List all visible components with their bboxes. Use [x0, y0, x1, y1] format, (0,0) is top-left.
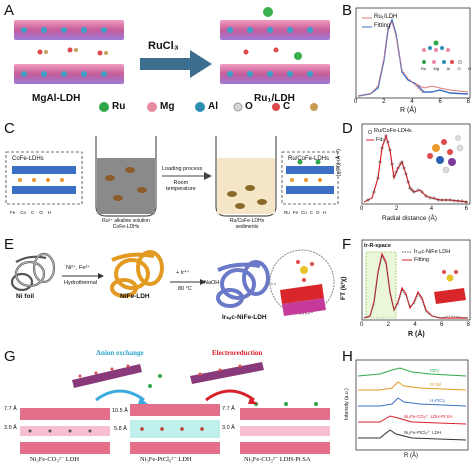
- structure-2: [130, 404, 220, 454]
- panel-b-chart: [355, 7, 471, 99]
- panel-label-d: D: [342, 120, 353, 137]
- panel-g-spacing-4: 5.8 Å: [114, 426, 127, 432]
- structure-3: [240, 402, 330, 454]
- panel-c-legend-left: Fe Co C O H: [10, 210, 52, 215]
- panel-f-title: Ir-R-space: [364, 243, 391, 249]
- panel-g-electro: Electroreduction: [212, 349, 263, 357]
- panel-label-e: E: [4, 236, 15, 253]
- panel-e-arrow1-top: Ni²⁺, Fe³⁺: [66, 265, 91, 271]
- panel-f-xlabel: R (Å): [408, 331, 425, 338]
- panel-c-left-box: CoFe-LDHs: [12, 156, 44, 162]
- rucl3-arrow: [140, 50, 212, 78]
- panel-c-right-box: Ru/CoFe-LDHs: [288, 156, 330, 162]
- legend-ru: Ru: [112, 101, 126, 112]
- panel-g-caption-2: Ni₃Fe-PtCl₆²⁻ LDH: [140, 456, 192, 463]
- panel-g-anion: Anion exchange: [96, 349, 144, 357]
- structure-1: [20, 408, 110, 454]
- panel-c-beaker1: Ru³⁺ alkaline solution CoFe-LDHs: [102, 218, 150, 230]
- panel-e-label3: Irₛₐᴄ-NiFe-LDH: [222, 314, 267, 321]
- panel-e-arrow2-top: + Ir⁴⁺: [176, 270, 190, 276]
- panel-g-figure: [20, 362, 330, 454]
- panel-g-spacing-1: 7.7 Å: [4, 406, 17, 412]
- panel-h-chart: [355, 359, 469, 451]
- panel-b-xlabel: R (Å): [400, 107, 417, 114]
- panel-g-spacing-2: 3.0 Å: [4, 425, 17, 431]
- panel-a-figure: [14, 7, 330, 112]
- panel-label-b: B: [342, 2, 353, 19]
- panel-e-arrow3: NaOH: [204, 280, 220, 286]
- panel-c-figure: [5, 136, 339, 217]
- panel-f-legend-2: Fitting: [414, 257, 429, 263]
- panel-a-arrow-label: RuCl₃: [148, 40, 179, 52]
- mgal-ldh-layers: [14, 20, 124, 84]
- panel-b-inset-legend: Ru Mg Al O H: [421, 66, 471, 71]
- panel-d-legend-2: Fit: [376, 137, 383, 143]
- panel-g-caption-3: Ni₃Fe-CO₃²⁻ LDH-Pt SA: [244, 456, 311, 463]
- panel-d-xlabel: Radial distance (Å): [382, 215, 437, 222]
- panel-c-beaker2: Ru/CoFe-LDHs sediments: [229, 218, 265, 230]
- panel-g-spacing-5: 7.7 Å: [222, 406, 235, 412]
- panel-e-label2: NiFe-LDH: [120, 293, 150, 300]
- panel-d-legend-1: Ru/CoFe-LDHs: [374, 128, 412, 134]
- panel-b-legend-1: Ru₁/LDH: [374, 14, 398, 20]
- panel-label-f: F: [342, 236, 352, 253]
- panel-g-caption-1: Ni₃Fe-CO₃²⁻ LDH: [30, 456, 80, 463]
- legend-al: Al: [208, 101, 218, 112]
- panel-g-spacing-6: 3.0 Å: [222, 425, 235, 431]
- panel-f-ylabel: FT (k²χ): [340, 276, 347, 300]
- panel-label-c: C: [4, 120, 15, 137]
- panel-c-process: Loading process: [162, 166, 203, 172]
- panel-b-legend-2: Fitting: [374, 23, 391, 29]
- legend-mg: Mg: [160, 101, 175, 112]
- legend-c: C: [283, 101, 291, 112]
- panel-g-spacing-3: 10.5 Å: [112, 408, 128, 414]
- panel-e-figure: [10, 249, 335, 316]
- panel-c-legend-right: Ru Fe Co C O H: [284, 210, 326, 215]
- panel-e-arrow2-bot: 80 °C: [178, 286, 192, 292]
- panel-h-series-1: PtO₂: [430, 368, 440, 373]
- panel-label-g: G: [4, 348, 16, 365]
- panel-label-a: A: [4, 2, 15, 19]
- panel-e-label1: Ni foil: [16, 293, 35, 300]
- panel-d-ylabel: |χ(R)| (Å⁻³): [336, 149, 342, 176]
- panel-c-process2: Room temperature: [166, 180, 196, 192]
- panel-f-chart: [361, 239, 471, 321]
- panel-h-xlabel: R (Å): [404, 453, 418, 459]
- panel-d-chart: [361, 123, 471, 205]
- panel-f-legend-1: Irₛₐᴄ-NiFe LDH: [414, 249, 451, 255]
- panel-label-h: H: [342, 348, 353, 365]
- panel-h-series-4: Ni₃Fe-CO₃²⁻ LDH-Pt SA: [404, 414, 453, 419]
- panel-h-series-2: Pt foil: [430, 382, 442, 387]
- panel-h-series-3: H₂PtCl₆: [430, 398, 446, 403]
- panel-a-left-caption: MgAl-LDH: [32, 93, 81, 104]
- ru1-ldh-layers: [220, 7, 330, 84]
- panel-e-arrow1-bot: Hydrothermal: [64, 280, 98, 286]
- legend-o: O: [245, 101, 253, 112]
- panel-a-right-caption: Ru₁/LDH: [254, 93, 295, 104]
- panel-h-ylabel: Intensity (a.u.): [344, 388, 350, 420]
- panel-h-series-5: Ni₃Fe-PtCl₆²⁻ LDH: [404, 430, 442, 435]
